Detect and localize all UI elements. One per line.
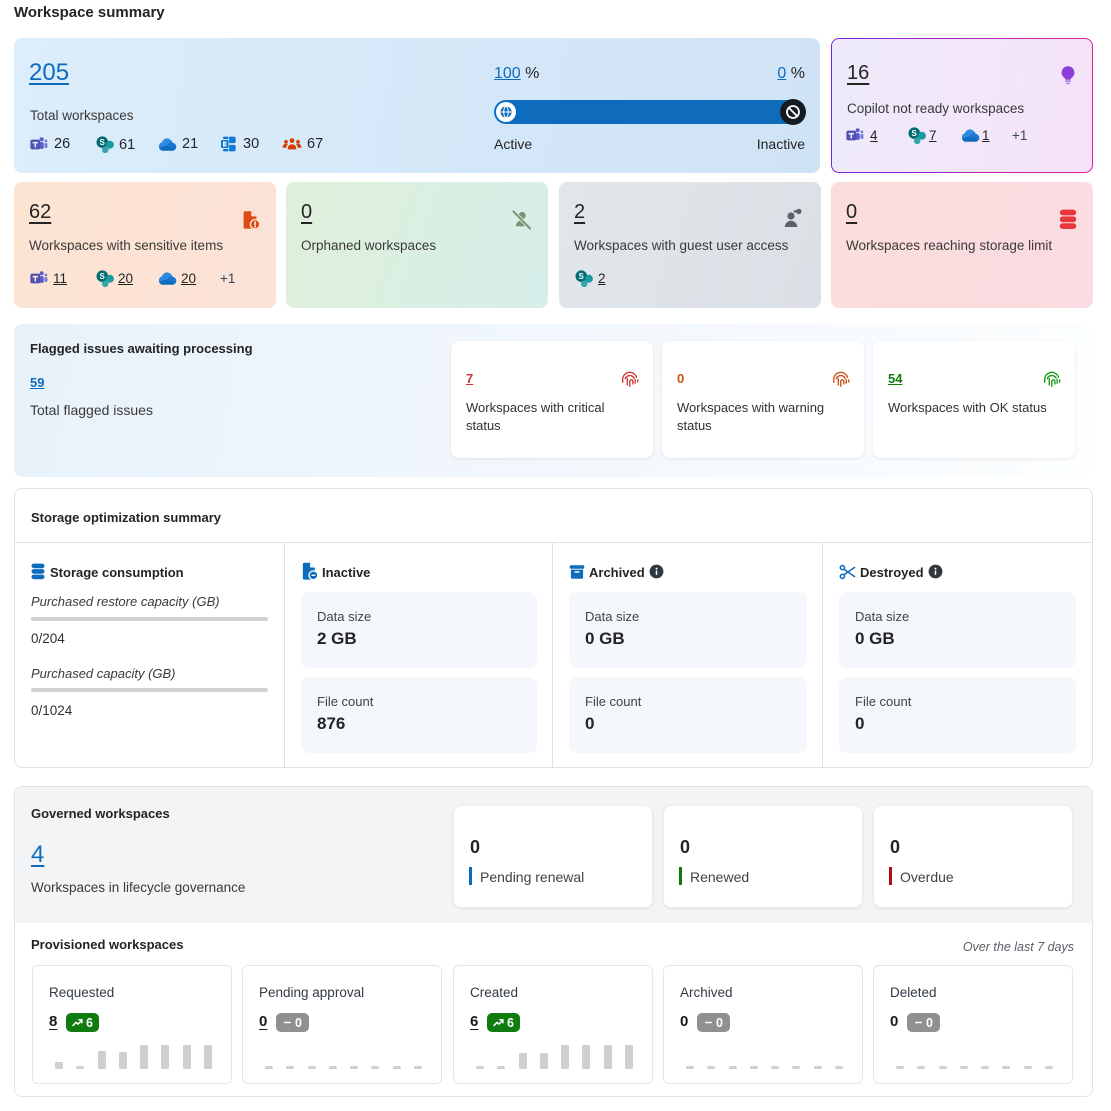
svg-text:S: S: [912, 129, 918, 138]
svg-text:S: S: [100, 272, 106, 281]
svg-text:S: S: [100, 138, 106, 147]
svg-text:S: S: [579, 272, 585, 281]
